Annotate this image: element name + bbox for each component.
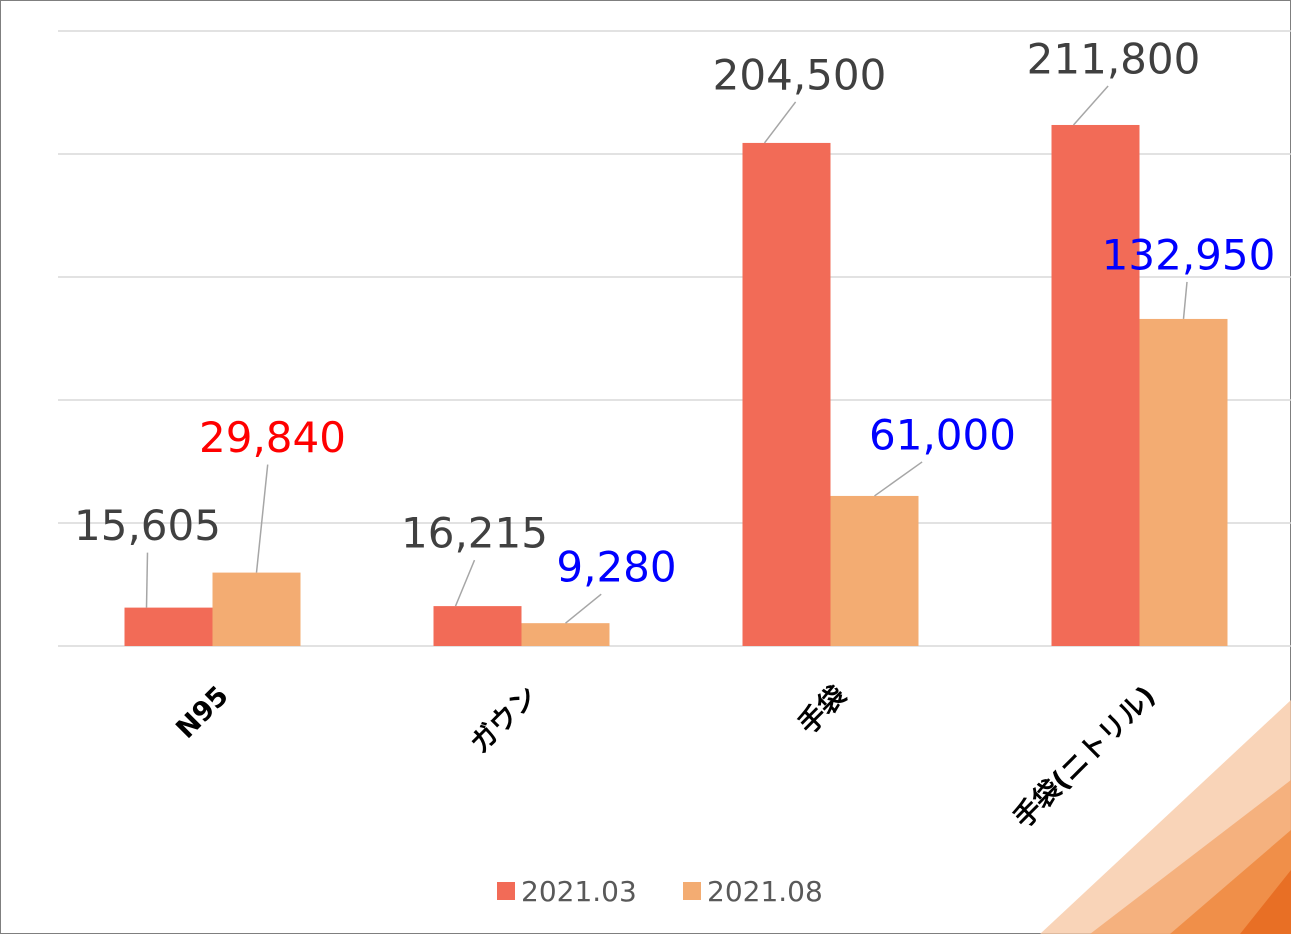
- bar: [1052, 125, 1140, 646]
- data-label: 211,800: [1027, 34, 1201, 83]
- bar: [1140, 319, 1228, 646]
- bar: [125, 608, 213, 646]
- bar: [213, 573, 301, 646]
- chart: N9515,60529,840ガウン16,2159,280手袋204,50061…: [0, 0, 1291, 934]
- legend-swatch: [497, 882, 515, 900]
- legend-swatch: [683, 882, 701, 900]
- leader-line: [147, 553, 148, 608]
- bar: [434, 606, 522, 646]
- data-label: 16,215: [401, 509, 548, 558]
- legend-label: 2021.08: [707, 875, 823, 908]
- data-label: 204,500: [713, 50, 887, 99]
- data-label: 29,840: [199, 413, 346, 462]
- legend-label: 2021.03: [521, 875, 637, 908]
- data-label: 132,950: [1102, 230, 1276, 279]
- bar: [522, 623, 610, 646]
- data-label: 61,000: [869, 410, 1016, 459]
- bar: [831, 496, 919, 646]
- data-label: 15,605: [74, 501, 221, 550]
- bar: [743, 143, 831, 646]
- data-label: 9,280: [556, 543, 676, 592]
